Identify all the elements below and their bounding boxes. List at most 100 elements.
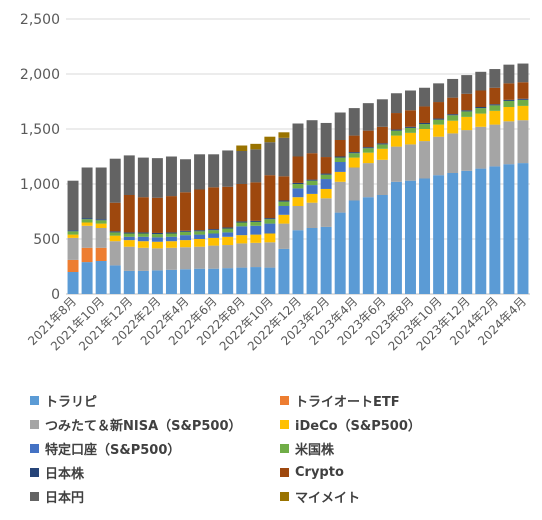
bar-segment-3-12 [236,235,248,244]
bar-segment-5-30 [489,105,501,111]
bar-segment-5-9 [194,231,206,235]
bar-segment-7-12 [236,184,248,222]
bar-segment-7-6 [151,197,163,233]
bar-segment-7-13 [250,182,262,221]
bar-segment-8-32 [517,63,529,83]
y-tick-label: 2,000 [20,67,60,83]
bar-segment-7-28 [461,93,473,111]
bar-segment-6-8 [180,230,191,232]
bar-segment-4-11 [222,232,234,237]
bar-segment-0-5 [137,270,149,294]
legend-swatch [30,468,39,477]
bar-segment-3-20 [348,157,360,168]
bar-segment-1-1 [81,247,93,263]
bar-segment-2-32 [517,120,529,164]
bar-segment-8-25 [419,87,431,107]
bar-segment-2-0 [67,237,79,260]
bar-segment-9-15 [278,132,290,138]
bar-segment-8-19 [334,112,346,140]
bar-segment-5-32 [517,99,529,106]
legend-label: 特定口座（S&P500） [45,443,181,458]
bar-segment-2-31 [503,121,515,165]
bar-segment-0-30 [489,166,501,294]
bar-segment-6-2 [95,219,107,221]
bar-segment-6-12 [236,221,248,223]
legend-label: Crypto [295,465,344,480]
bar-segment-1-2 [95,247,107,261]
bar-segment-0-6 [151,270,163,294]
bar-segment-0-4 [123,270,135,294]
bar-segment-6-13 [250,220,262,222]
bar-segment-8-16 [292,123,304,157]
bar-segment-5-20 [348,153,360,158]
legend-swatch [280,444,289,453]
legend-label: マイメイト [295,491,361,506]
bar-segment-7-26 [433,102,445,119]
legend-swatch [280,492,289,501]
bar-segment-4-7 [165,236,177,242]
legend-item: iDeCo（S&P500） [280,414,530,435]
bar-segment-5-26 [433,119,445,125]
bar-segment-6-22 [376,143,388,145]
bar-segment-4-16 [292,188,304,198]
bar-segment-5-21 [362,148,374,153]
bar-segment-0-21 [362,197,374,294]
bar-segment-7-8 [180,192,191,231]
bar-segment-4-15 [278,206,290,215]
bar-segment-5-31 [503,100,515,107]
bar-segment-3-5 [137,241,149,248]
bar-segment-6-3 [109,231,121,233]
bar-segment-2-24 [405,144,416,181]
bar-segment-8-22 [376,99,388,127]
bar-segment-8-12 [236,151,248,184]
legend-item: 日本円 [30,486,280,507]
bar-segment-0-29 [475,168,487,294]
bar-segment-4-17 [306,185,318,194]
y-tick-label: 0 [51,287,60,303]
bar-segment-5-1 [81,219,93,223]
bar-segment-2-8 [180,247,191,270]
bar-segment-8-10 [208,154,220,188]
bar-segment-5-28 [461,111,473,117]
bar-segment-6-28 [461,110,473,112]
bar-segment-5-19 [334,157,346,162]
bar-segment-3-6 [151,241,163,249]
legend-item: Crypto [280,462,530,483]
bar-segment-4-19 [334,162,346,172]
bar-segment-4-5 [137,236,149,242]
bar-segment-0-13 [250,267,262,294]
bar-segment-2-23 [390,146,402,182]
bar-segment-3-4 [123,240,135,247]
bar-segment-3-31 [503,107,515,122]
bar-segment-7-31 [503,83,515,100]
legend-swatch [30,444,39,453]
bar-segment-6-15 [278,200,290,202]
bar-segment-3-11 [222,236,234,246]
bar-segment-3-1 [81,222,93,226]
bar-segment-3-21 [362,152,374,164]
bar-segment-7-18 [320,157,332,174]
legend-item: 日本株 [30,462,280,483]
bar-segment-8-21 [362,103,374,131]
bar-segment-2-9 [194,246,206,269]
bar-segment-0-12 [236,267,248,294]
bar-segment-3-16 [292,197,304,206]
bar-segment-2-11 [222,245,234,269]
bar-segment-8-13 [250,149,262,183]
bar-segment-8-23 [390,93,402,114]
bar-segment-7-15 [278,176,290,201]
y-tick-label: 500 [33,232,60,248]
bar-segment-3-27 [447,120,459,134]
bar-segment-3-9 [194,239,206,247]
y-tick-label: 2,500 [20,12,60,28]
bar-segment-7-30 [489,87,501,105]
bar-segment-6-1 [81,218,93,220]
bar-segment-6-30 [489,104,501,106]
bar-segment-8-15 [278,137,290,177]
bar-segment-5-22 [376,144,388,149]
bar-segment-3-22 [376,148,388,160]
bar-segment-0-24 [405,180,416,294]
bar-segment-5-4 [123,233,135,237]
bar-segment-2-18 [320,198,332,227]
bar-segment-0-11 [222,268,234,294]
